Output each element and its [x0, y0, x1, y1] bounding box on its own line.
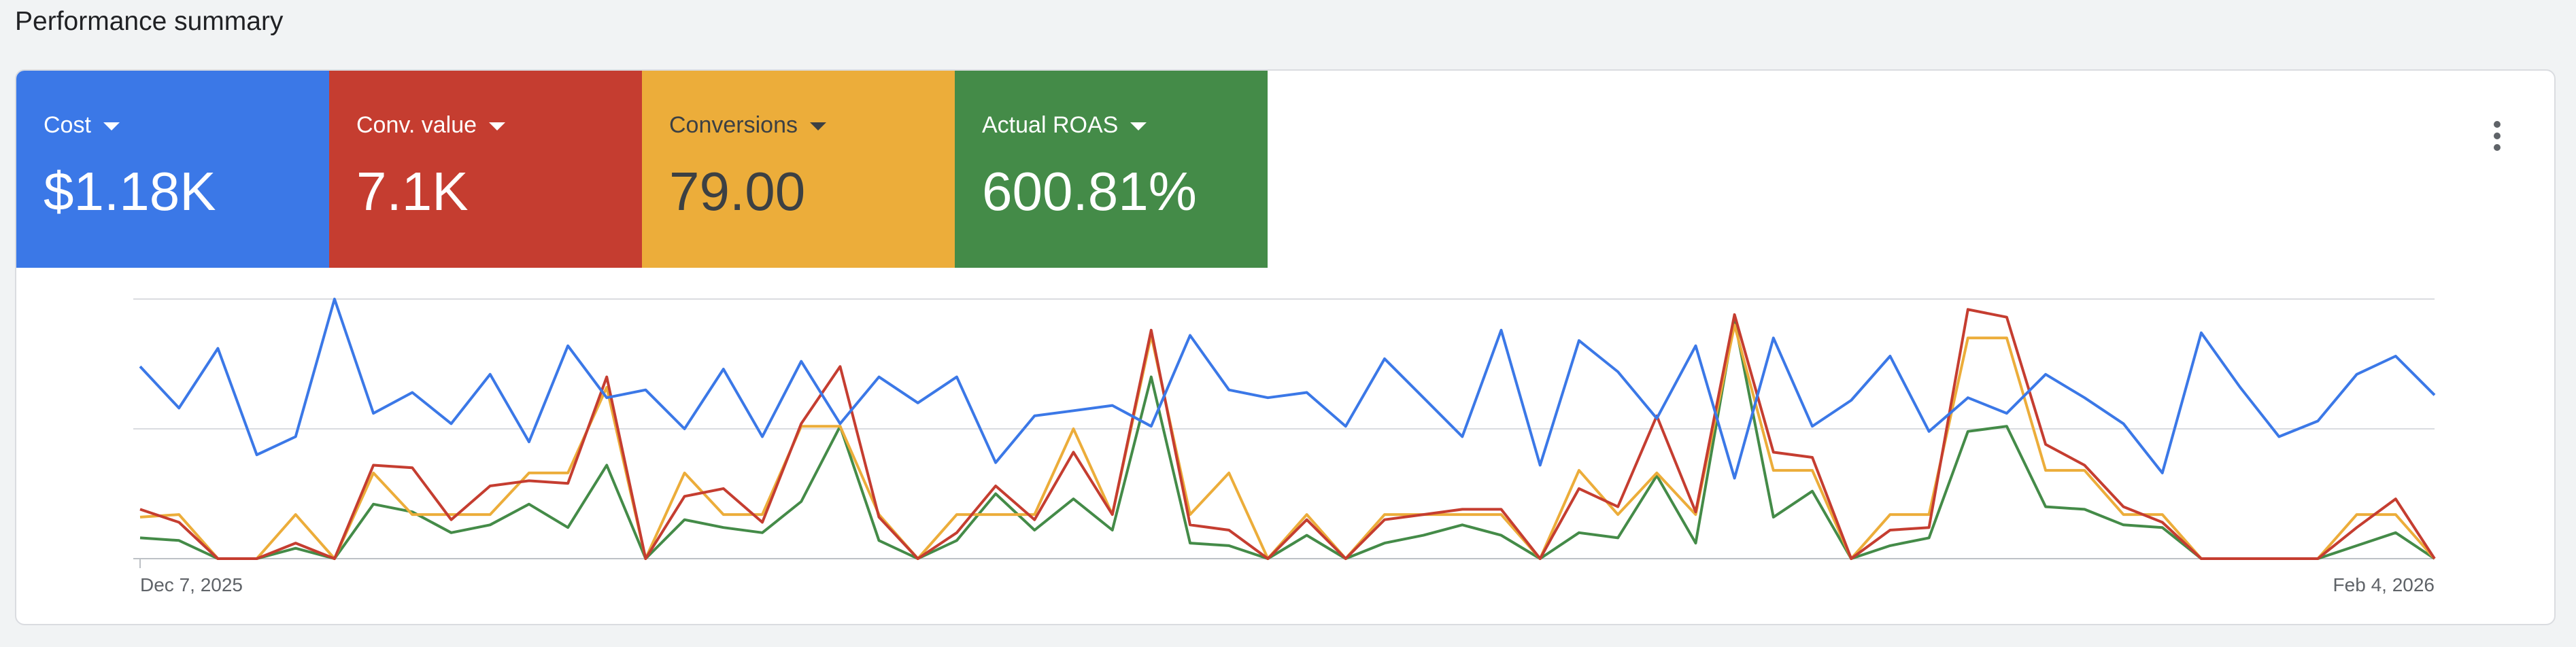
- chart-series: [139, 298, 2436, 560]
- series-line-cost: [139, 298, 2436, 480]
- metric-value: 600.81%: [982, 161, 1197, 222]
- more-vert-icon[interactable]: [2484, 116, 2511, 156]
- x-axis-start-label: Dec 7, 2025: [140, 574, 243, 595]
- metric-label: Cost: [44, 112, 91, 138]
- dot: [2494, 133, 2501, 139]
- chart-grid: [133, 298, 2435, 568]
- metric-value: 79.00: [669, 161, 806, 222]
- performance-card: Cost $1.18K Conv. value 7.1K Conversions…: [15, 69, 2556, 625]
- metric-label: Conv. value: [356, 112, 477, 138]
- metric-label: Actual ROAS: [982, 112, 1119, 138]
- dropdown-caret-icon[interactable]: [489, 122, 506, 130]
- performance-line-chart: Dec 7, 2025 Feb 4, 2026: [133, 298, 2436, 595]
- series-line-conversions: [139, 324, 2436, 560]
- metric-value: $1.18K: [44, 161, 216, 222]
- metric-label: Conversions: [669, 112, 798, 138]
- dropdown-caret-icon[interactable]: [809, 122, 826, 130]
- metric-value: 7.1K: [356, 161, 469, 222]
- series-line-conv-value: [139, 308, 2436, 560]
- metric-tiles: Cost $1.18K Conv. value 7.1K Conversions…: [16, 71, 1268, 268]
- metric-header[interactable]: Cost: [44, 111, 329, 139]
- dropdown-caret-icon[interactable]: [1130, 122, 1147, 130]
- metric-tile-actual-roas[interactable]: Actual ROAS 600.81%: [955, 71, 1268, 268]
- metric-tile-cost[interactable]: Cost $1.18K: [16, 71, 329, 268]
- dropdown-caret-icon[interactable]: [103, 122, 120, 130]
- dot: [2494, 121, 2501, 128]
- metric-header[interactable]: Actual ROAS: [982, 111, 1268, 139]
- metric-header[interactable]: Conv. value: [356, 111, 642, 139]
- metric-tile-conversions[interactable]: Conversions 79.00: [642, 71, 955, 268]
- metric-header[interactable]: Conversions: [669, 111, 955, 139]
- page-title: Performance summary: [15, 7, 284, 36]
- dot: [2494, 144, 2501, 151]
- x-axis-end-label: Feb 4, 2026: [2333, 574, 2435, 595]
- series-line-actual-roas: [139, 318, 2436, 560]
- metric-tile-conv-value[interactable]: Conv. value 7.1K: [329, 71, 642, 268]
